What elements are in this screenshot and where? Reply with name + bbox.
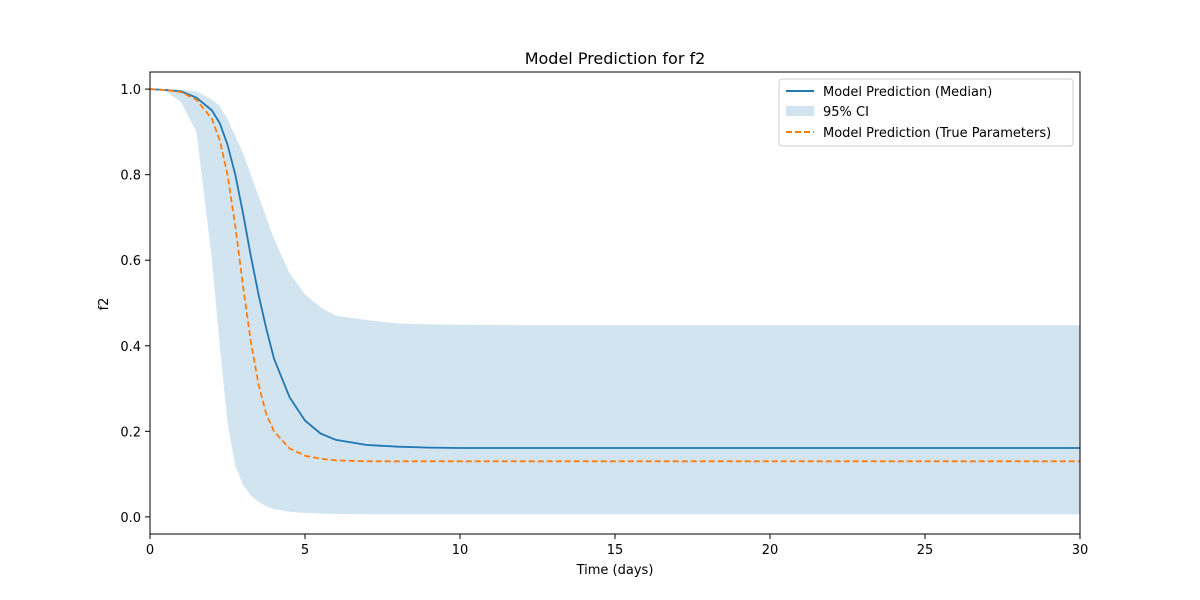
y-axis-label: f2: [97, 298, 112, 311]
ci-band: [150, 89, 1080, 515]
median-line: [150, 88, 1080, 449]
legend-label-true: Model Prediction (True Parameters): [823, 126, 1051, 141]
true-parameters-line: [150, 88, 1080, 463]
plot-area: 0 5 10 15 20 25 30 0.0 0.2 0.4 0.6 0.8 1.0: [120, 71, 1089, 558]
x-tick-label: 5: [301, 543, 309, 558]
x-tick-label: 30: [1072, 543, 1089, 558]
y-tick-label: 0.0: [120, 511, 141, 526]
legend-label-ci: 95% CI: [823, 105, 869, 120]
x-axis-label: Time (days): [576, 563, 654, 578]
y-tick-label: 1.0: [120, 83, 141, 98]
legend-label-median: Model Prediction (Median): [823, 85, 992, 100]
y-tick-label: 0.2: [120, 425, 141, 440]
legend-frame: [778, 78, 1074, 147]
y-tick-label: 0.8: [120, 169, 141, 184]
x-tick-label: 0: [146, 543, 154, 558]
x-tick-label: 20: [762, 543, 779, 558]
y-tick-label: 0.4: [120, 340, 141, 355]
x-tick-label: 25: [917, 543, 934, 558]
legend-ci-swatch: [786, 106, 814, 116]
plot-content: [150, 88, 1080, 515]
x-tick-label: 10: [452, 543, 469, 558]
legend: Model Prediction (Median) 95% CI Model P…: [778, 78, 1074, 147]
chart-title: Model Prediction for f2: [525, 49, 706, 68]
y-tick-label: 0.6: [120, 254, 141, 269]
x-tick-label: 15: [607, 543, 624, 558]
